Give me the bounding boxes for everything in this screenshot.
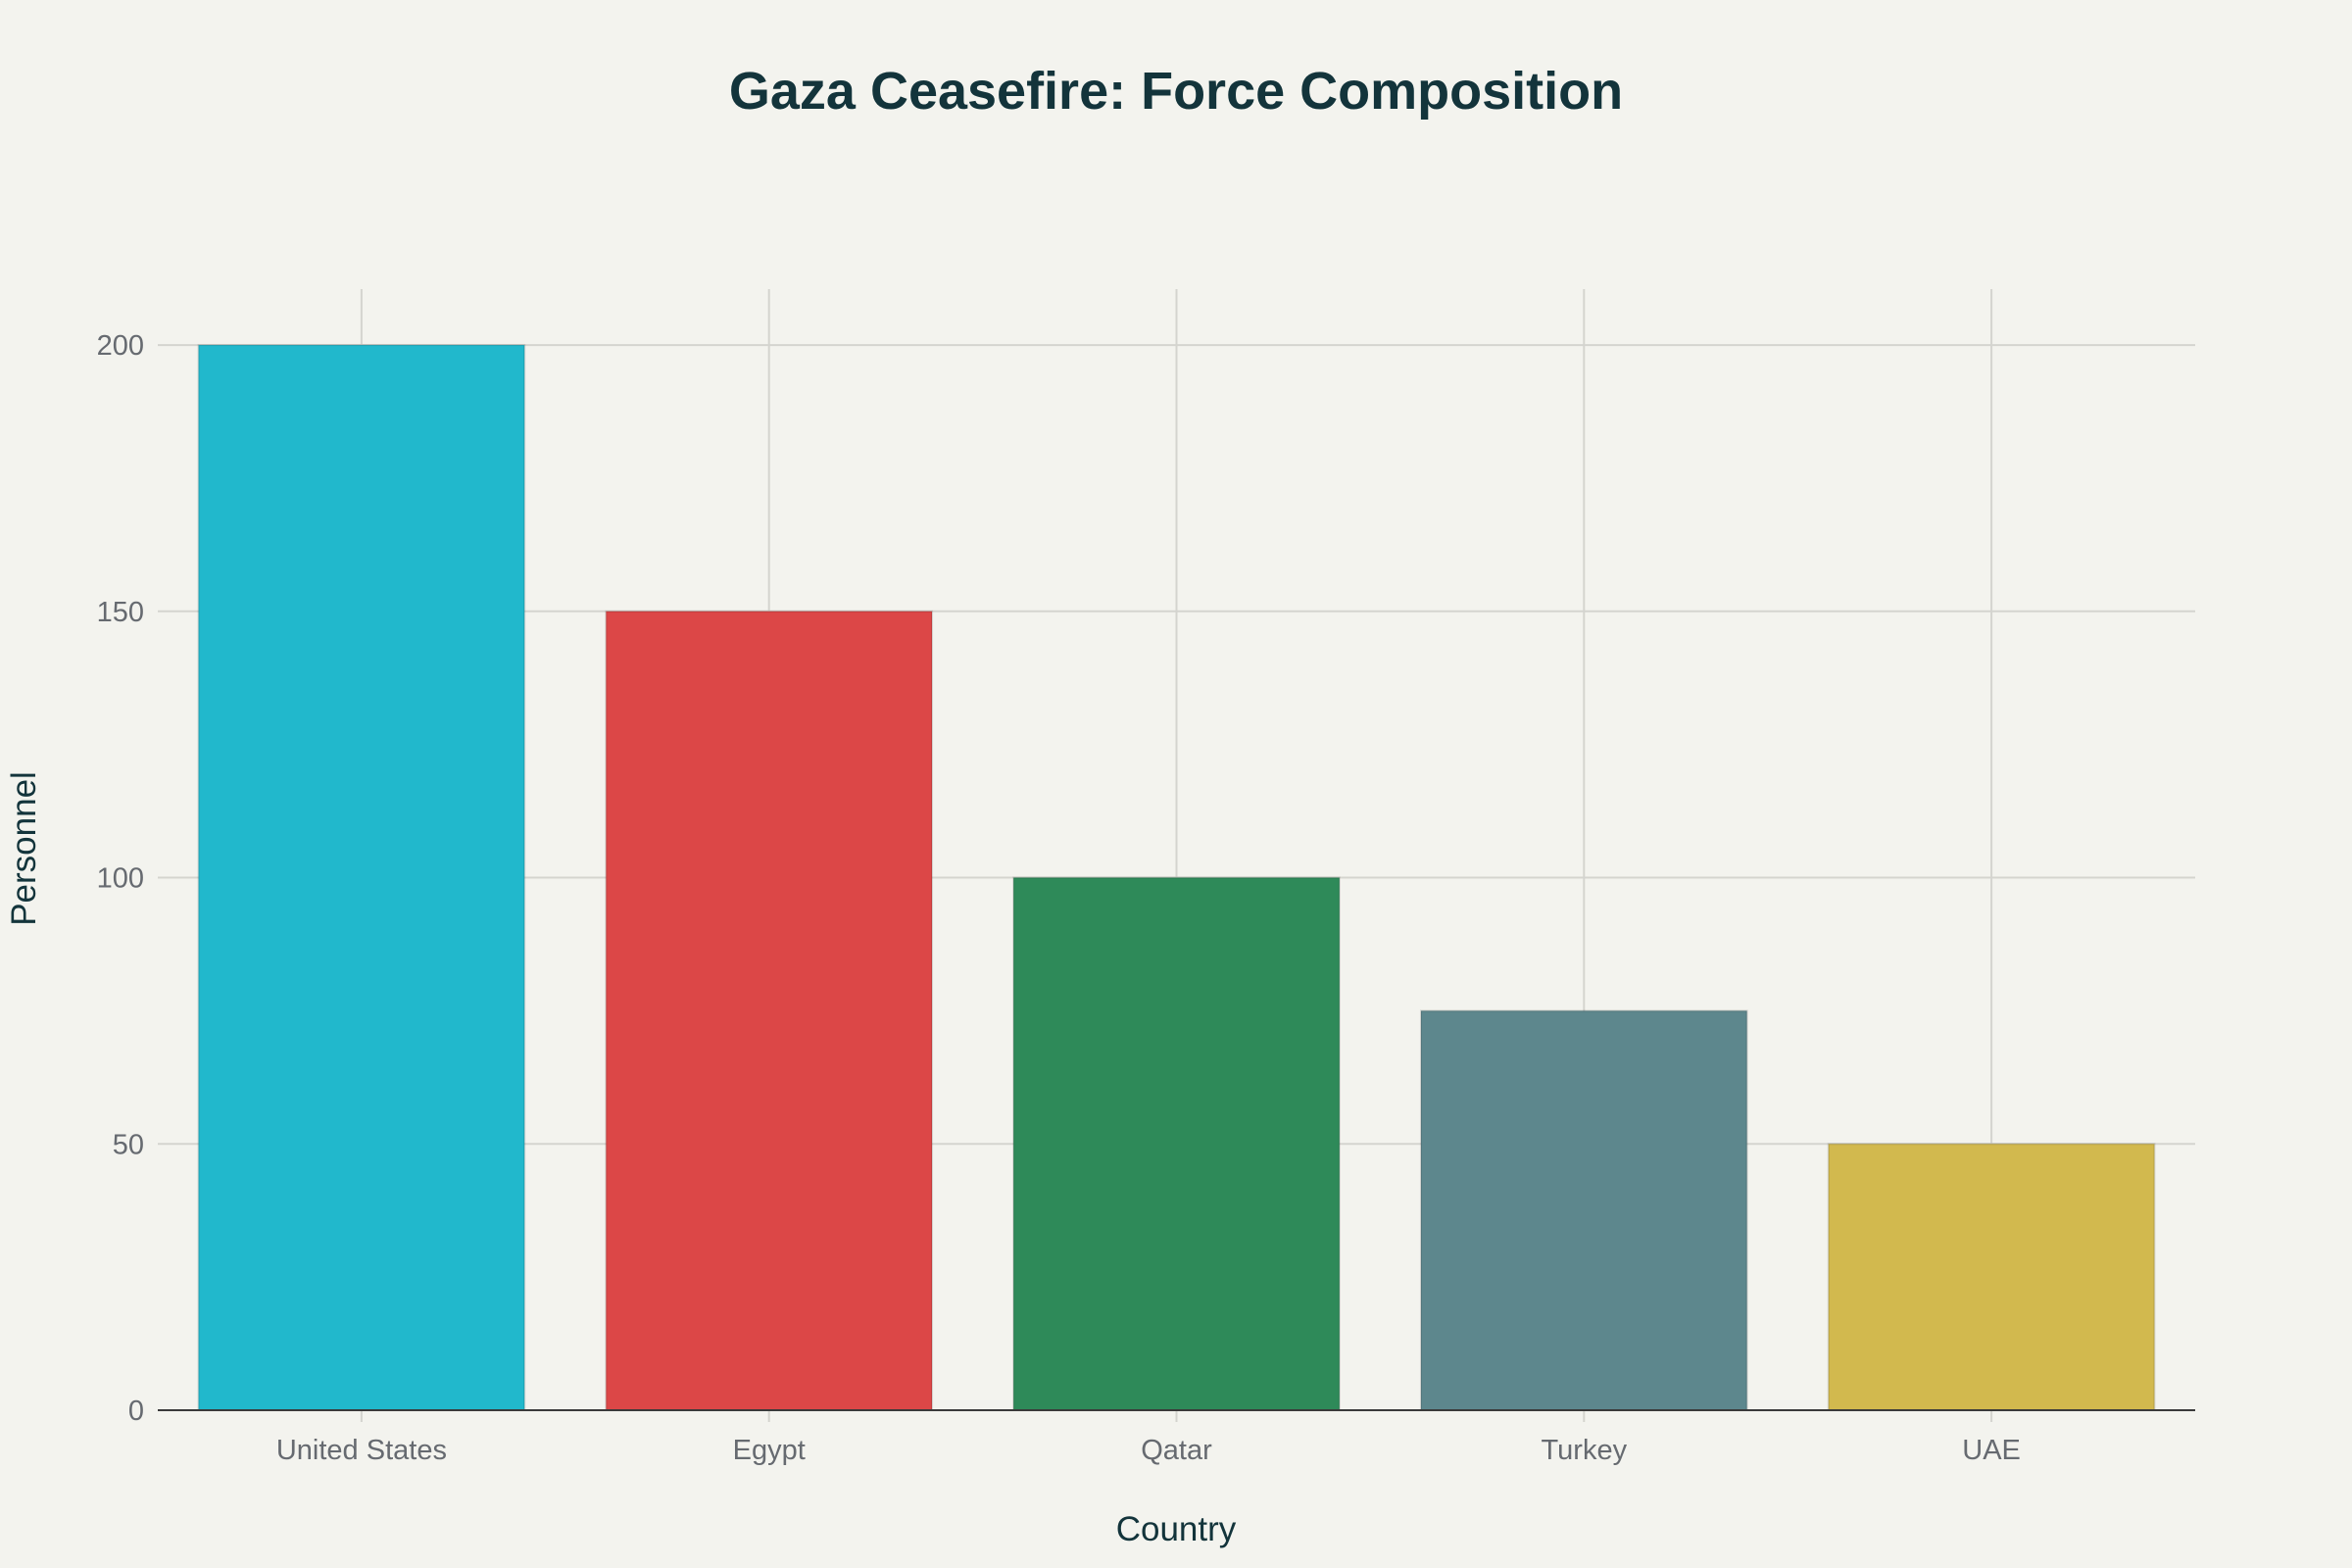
y-tick-label: 0 (128, 1396, 144, 1427)
bar-egypt (605, 610, 934, 1411)
y-tick-label: 100 (97, 863, 144, 895)
y-axis-label: Personnel (5, 771, 43, 926)
x-tick-label: Egypt (733, 1435, 806, 1466)
y-tick-label: 50 (113, 1129, 144, 1160)
x-tick-label: Qatar (1141, 1435, 1212, 1466)
x-tick-label: UAE (1962, 1435, 2021, 1466)
x-axis-label: Country (1116, 1510, 1237, 1548)
bar-qatar (1012, 876, 1341, 1411)
x-tick-label: United States (276, 1435, 447, 1466)
bar-united-states (197, 344, 526, 1412)
bar-uae (1827, 1143, 2156, 1411)
tick-labels: 0 50 100 150 200 United States Egypt Qatar Turke… (97, 330, 2021, 1466)
y-tick-label: 150 (97, 597, 144, 628)
y-tick-label: 200 (97, 330, 144, 362)
bar-turkey (1419, 1009, 1748, 1411)
chart-title: Gaza Ceasefire: Force Composition (728, 62, 1624, 121)
bars (197, 344, 2156, 1412)
x-tick-label: Turkey (1542, 1435, 1628, 1466)
